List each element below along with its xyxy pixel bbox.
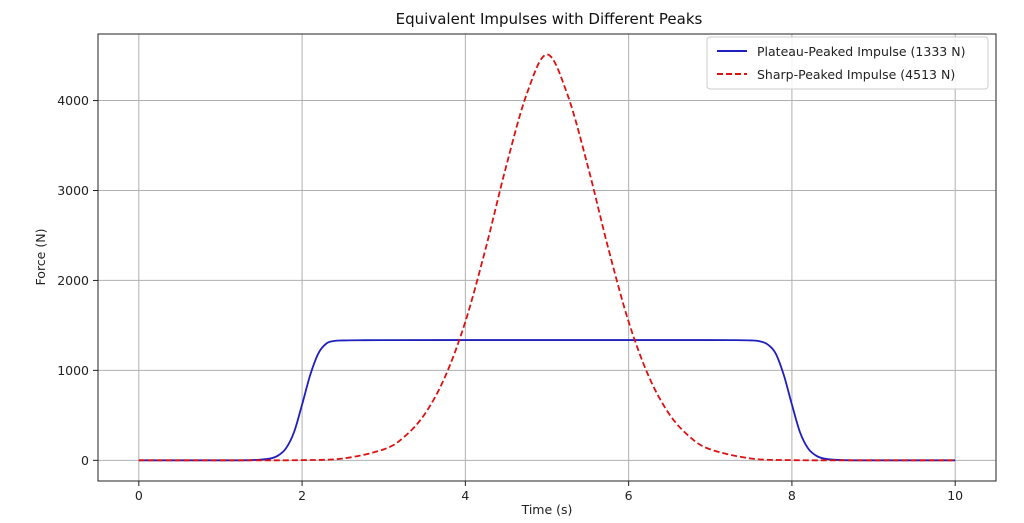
- series-layer: [138, 53, 956, 462]
- legend-box: [706, 36, 989, 90]
- x-tick-label: 8: [788, 488, 796, 503]
- y-tick-label: 0: [81, 453, 89, 468]
- y-tick-label: 3000: [57, 183, 89, 198]
- x-axis-label: Time (s): [521, 502, 573, 517]
- series-line-plateau: [138, 339, 956, 462]
- x-tick-label: 2: [298, 488, 306, 503]
- x-tick-label: 4: [461, 488, 469, 503]
- x-tick-label: 10: [947, 488, 963, 503]
- x-tick-label: 6: [625, 488, 633, 503]
- series-line-sharp: [138, 53, 956, 462]
- chart-title: Equivalent Impulses with Different Peaks: [396, 10, 703, 28]
- y-tick-label: 2000: [57, 273, 89, 288]
- legend-label-sharp: Sharp-Peaked Impulse (4513 N): [757, 67, 955, 82]
- axis-ticks: 0 2 4 6 8 10 0 1000 2000 3000 4000: [57, 93, 963, 503]
- grid-lines: [98, 34, 996, 481]
- y-axis-label: Force (N): [33, 229, 48, 286]
- legend: Plateau-Peaked Impulse (1333 N) Sharp-Pe…: [706, 36, 989, 90]
- y-tick-label: 1000: [57, 363, 89, 378]
- y-tick-label: 4000: [57, 93, 89, 108]
- plot-frame: [97, 33, 997, 482]
- legend-label-plateau: Plateau-Peaked Impulse (1333 N): [757, 44, 965, 59]
- x-tick-label: 0: [135, 488, 143, 503]
